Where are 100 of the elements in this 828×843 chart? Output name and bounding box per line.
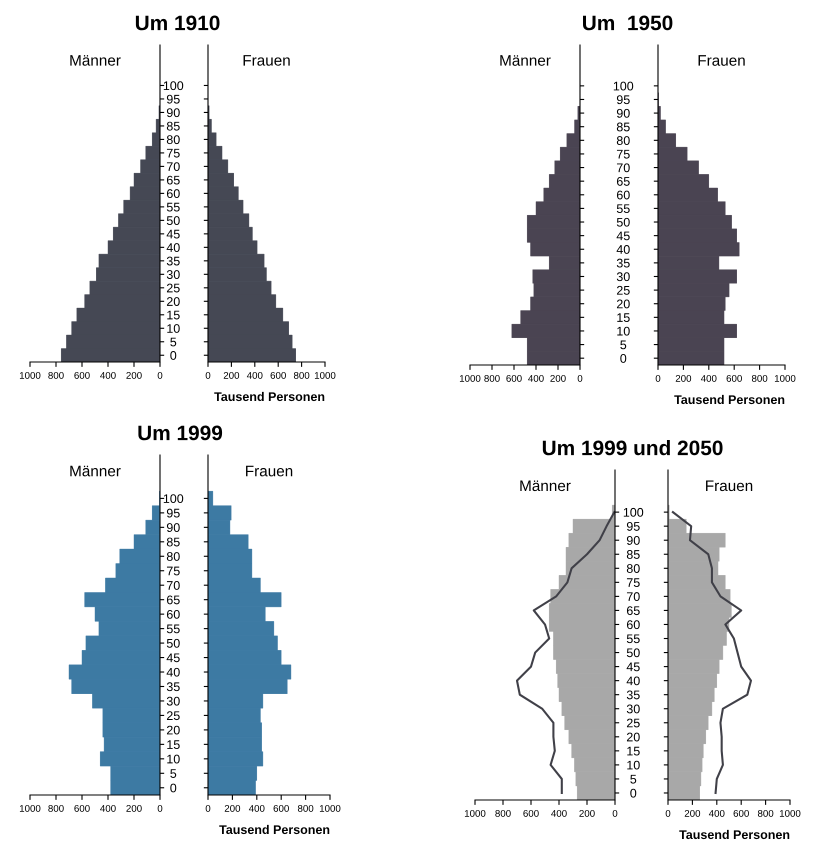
y-tick-label: 50 — [626, 648, 640, 658]
y-tick-label: 15 — [167, 740, 180, 750]
y-tick-label: 30 — [166, 270, 180, 279]
x-tick-label: 600 — [274, 804, 289, 812]
y-tick-label: 0 — [620, 354, 626, 363]
y-tick-label: 80 — [626, 564, 640, 573]
x-tick-label: 0 — [578, 374, 582, 382]
y-tick-label: 15 — [167, 310, 180, 320]
y-tick-label: 5 — [170, 769, 176, 778]
y-tick-label: 60 — [166, 189, 180, 198]
y-tick-label: 10 — [627, 760, 640, 770]
y-tick-label: 75 — [166, 566, 180, 576]
y-tick-label: 100 — [614, 82, 634, 91]
y-tick-label: 100 — [624, 508, 644, 517]
x-tick-label: 600 — [74, 804, 90, 812]
x-tick-label: 200 — [579, 810, 595, 817]
x-axis-title: Tausend Personen — [219, 824, 330, 834]
y-tick-label: 85 — [616, 122, 630, 132]
x-tick-label: 600 — [726, 374, 742, 382]
x-tick-label: 1000 — [460, 374, 480, 382]
text: Frauen — [698, 55, 745, 66]
y-tick-label: 10 — [167, 324, 180, 333]
y-tick-label: 0 — [170, 784, 176, 792]
text: Um 1950 — [583, 16, 672, 30]
x-tick-label: 600 — [270, 372, 286, 379]
y-tick-label: 30 — [616, 272, 630, 282]
x-tick-label: 1000 — [780, 810, 800, 817]
x-tick-label: 800 — [294, 372, 310, 379]
x-tick-label: 1000 — [314, 372, 336, 379]
x-tick-label: 0 — [158, 372, 162, 379]
y-tick-label: 70 — [166, 581, 180, 590]
x-tick-label: 200 — [676, 374, 692, 382]
y-tick-label: 65 — [166, 595, 180, 604]
x-tick-label: 800 — [48, 804, 64, 812]
y-tick-label: 20 — [166, 297, 180, 306]
y-tick-label: 0 — [170, 351, 176, 360]
x-tick-label: 200 — [684, 810, 700, 817]
y-tick-label: 90 — [616, 108, 630, 118]
y-tick-label: 75 — [626, 578, 640, 587]
y-tick-label: 80 — [166, 552, 180, 561]
y-tick-label: 50 — [166, 216, 180, 226]
y-tick-label: 40 — [626, 676, 640, 686]
x-tick-label: 0 — [656, 374, 660, 382]
y-tick-label: 20 — [616, 300, 630, 308]
x-tick-label: 400 — [100, 372, 116, 379]
text: Männer — [520, 480, 571, 492]
y-tick-label: 0 — [630, 788, 636, 798]
x-axis-title: Tausend Personen — [214, 392, 324, 402]
y-tick-label: 45 — [166, 230, 180, 239]
y-tick-label: 95 — [166, 508, 180, 518]
x-tick-label: 0 — [158, 804, 162, 812]
x-tick-label: 200 — [224, 804, 240, 812]
x-tick-label: 600 — [506, 374, 522, 382]
x-tick-label: 200 — [126, 372, 142, 379]
x-axis-title: Tausend Personen — [679, 830, 790, 840]
y-tick-label: 25 — [166, 711, 180, 720]
text: Männer — [70, 55, 121, 66]
x-tick-label: 400 — [246, 372, 263, 379]
y-tick-label: 45 — [616, 232, 630, 240]
y-tick-label: 5 — [620, 340, 626, 350]
y-tick-label: 40 — [166, 668, 180, 677]
y-tick-label: 100 — [164, 494, 184, 504]
x-axis-title: Tausend Personen — [674, 394, 784, 404]
y-tick-label: 50 — [166, 638, 180, 648]
x-tick-label: 400 — [700, 374, 717, 382]
y-tick-label: 95 — [626, 522, 640, 531]
y-tick-label: 5 — [170, 338, 176, 346]
y-tick-label: 45 — [626, 662, 640, 672]
y-tick-label: 25 — [166, 284, 180, 292]
y-tick-label: 30 — [626, 704, 640, 714]
y-tick-label: 55 — [166, 624, 180, 634]
text: Männer — [70, 466, 121, 476]
y-tick-label: 45 — [166, 653, 180, 662]
y-tick-label: 70 — [626, 592, 640, 602]
y-tick-label: 90 — [626, 536, 640, 545]
y-tick-label: 20 — [626, 732, 640, 742]
x-tick-label: 1000 — [20, 804, 40, 812]
y-tick-label: 50 — [616, 218, 630, 227]
y-tick-label: 25 — [626, 718, 640, 728]
y-tick-label: 20 — [166, 726, 180, 735]
y-tick-label: 35 — [166, 682, 180, 692]
y-tick-label: 40 — [166, 243, 180, 252]
y-tick-label: 75 — [616, 150, 630, 159]
y-tick-label: 65 — [166, 176, 180, 185]
text: Frauen — [706, 480, 752, 492]
y-tick-label: 70 — [616, 163, 630, 172]
y-tick-label: 65 — [626, 606, 640, 616]
y-tick-label: 10 — [167, 754, 180, 764]
y-tick-label: 60 — [166, 610, 180, 619]
chart-title: Um 1910 — [136, 16, 220, 30]
y-tick-label: 35 — [616, 258, 630, 268]
x-tick-label: 200 — [126, 804, 142, 812]
y-tick-label: 60 — [626, 620, 640, 630]
y-tick-label: 60 — [616, 190, 630, 200]
x-tick-label: 400 — [551, 810, 567, 817]
y-tick-label: 70 — [166, 162, 180, 172]
y-tick-label: 40 — [616, 245, 630, 254]
x-tick-label: 1000 — [20, 372, 40, 379]
y-tick-label: 100 — [164, 81, 184, 90]
x-tick-label: 200 — [224, 372, 240, 379]
